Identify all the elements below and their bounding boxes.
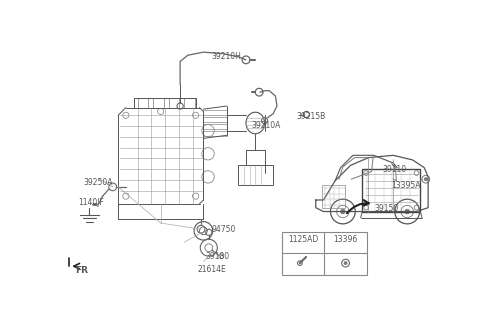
Text: 21614E: 21614E	[198, 265, 227, 274]
Bar	[204, 131, 227, 136]
Text: 1140JF: 1140JF	[79, 198, 105, 207]
Bar	[204, 117, 227, 122]
Text: 39150: 39150	[375, 204, 399, 213]
Circle shape	[405, 209, 409, 214]
Text: 1125AD: 1125AD	[288, 235, 318, 244]
Bar	[282, 232, 367, 275]
Text: 39210A: 39210A	[252, 121, 281, 130]
Bar	[322, 185, 345, 208]
Circle shape	[340, 209, 345, 214]
Bar	[204, 110, 227, 115]
Circle shape	[344, 262, 347, 265]
Text: FR: FR	[75, 266, 88, 275]
Text: 39215B: 39215B	[296, 112, 325, 121]
Bar	[204, 124, 227, 129]
Bar	[238, 165, 273, 185]
Text: 39180: 39180	[206, 252, 230, 261]
Bar	[153, 98, 164, 108]
Text: 13395A: 13395A	[391, 181, 420, 190]
Text: 39250A: 39250A	[83, 178, 113, 187]
Bar	[184, 98, 195, 108]
Text: 39210H: 39210H	[211, 52, 241, 61]
Text: 13396: 13396	[334, 235, 358, 244]
Bar	[137, 98, 148, 108]
Circle shape	[424, 178, 427, 181]
Bar	[168, 98, 180, 108]
Bar	[362, 169, 420, 211]
Text: 94750: 94750	[212, 226, 236, 234]
Text: 39110: 39110	[383, 165, 407, 174]
